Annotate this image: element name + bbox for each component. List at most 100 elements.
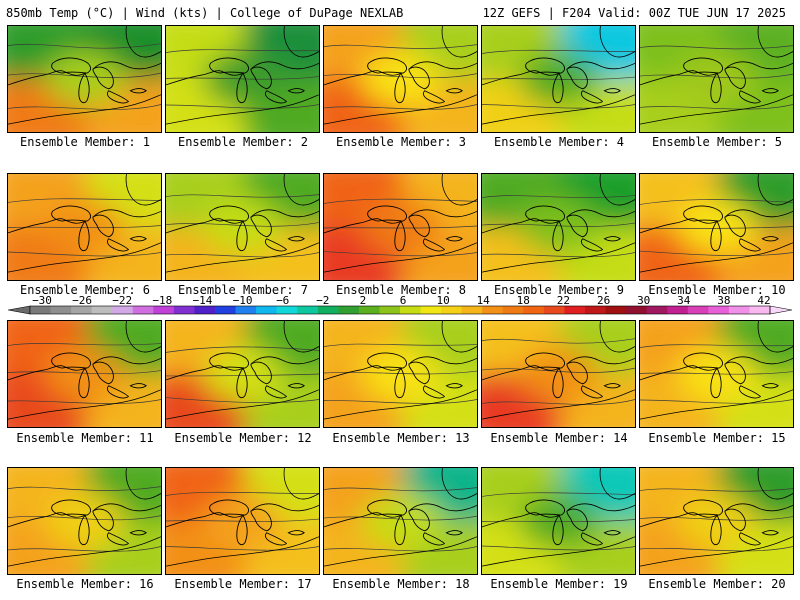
ensemble-member-label: Ensemble Member: 11 (16, 431, 154, 445)
colorbar-swatch (276, 306, 298, 314)
ensemble-member-label: Ensemble Member: 17 (174, 577, 312, 591)
border-lines (166, 321, 319, 420)
ensemble-member-map (323, 173, 478, 281)
colorbar-swatch (379, 306, 401, 314)
great-lakes-outline (683, 57, 779, 104)
ensemble-member-map (7, 467, 162, 575)
great-lakes-outline (209, 205, 305, 252)
colorbar-swatch (605, 306, 627, 314)
colorbar-swatch (626, 306, 648, 314)
ensemble-member-map (7, 173, 162, 281)
border-lines (8, 321, 161, 420)
ensemble-member-label: Ensemble Member: 18 (332, 577, 470, 591)
colorbar-swatch (728, 306, 750, 314)
colorbar-tick-label: 18 (517, 296, 530, 307)
border-lines (166, 26, 319, 125)
great-lakes-outline (525, 205, 621, 252)
colorbar-swatch (441, 306, 463, 314)
height-contours (640, 199, 793, 257)
ensemble-member-label: Ensemble Member: 8 (335, 283, 467, 297)
border-lines (324, 468, 477, 567)
colorbar-swatch (173, 306, 195, 314)
great-lakes-outline (683, 352, 779, 399)
ensemble-member-map (165, 173, 320, 281)
colorbar-swatch (153, 306, 175, 314)
colorbar-swatch (235, 306, 257, 314)
colorbar-tick-label: 30 (637, 296, 650, 307)
colorbar-swatch (256, 306, 278, 314)
ensemble-member-map (323, 467, 478, 575)
temperature-field (324, 174, 477, 280)
colorbar-tick-label: 14 (477, 296, 491, 307)
great-lakes-outline (525, 499, 621, 546)
colorbar-tick-label: −14 (192, 296, 212, 307)
border-lines (324, 174, 477, 273)
colorbar-swatch (646, 306, 668, 314)
colorbar-swatch (523, 306, 545, 314)
great-lakes-outline (683, 499, 779, 546)
border-lines (482, 26, 635, 125)
ensemble-member-label: Ensemble Member: 15 (648, 431, 786, 445)
border-lines (324, 321, 477, 420)
colorbar-swatch (667, 306, 689, 314)
colorbar-tick-label: −22 (112, 296, 132, 307)
height-contours (482, 49, 635, 109)
ensemble-member-label: Ensemble Member: 7 (177, 283, 309, 297)
colorbar-swatch (91, 306, 113, 314)
colorbar-swatch (687, 306, 709, 314)
height-contours (166, 346, 319, 403)
temperature-field (8, 468, 161, 574)
border-lines (8, 468, 161, 567)
temperature-field (640, 321, 793, 427)
temperature-field (324, 26, 477, 132)
border-lines (640, 174, 793, 273)
temperature-field (8, 26, 161, 132)
great-lakes-outline (367, 352, 463, 399)
ensemble-member-map (7, 25, 162, 133)
great-lakes-outline (51, 352, 147, 399)
colorbar-tick-label: −18 (152, 296, 172, 307)
ensemble-member-map (323, 25, 478, 133)
ensemble-member-label: Ensemble Member: 6 (19, 283, 151, 297)
colorbar-swatch (317, 306, 339, 314)
ensemble-member-label: Ensemble Member: 5 (651, 135, 783, 149)
temperature-field (482, 321, 635, 427)
temperature-colorbar: −30 −26 −22 −18 −14 −10 −6 −2 2 6 10 14 18 22 26 30 34 38… (7, 296, 793, 315)
ensemble-member-label: Ensemble Member: 3 (335, 135, 467, 149)
great-lakes-outline (525, 57, 621, 104)
border-lines (482, 321, 635, 420)
colorbar-swatch (420, 306, 442, 314)
colorbar-min-arrow (7, 305, 31, 315)
colorbar-tick-label: −2 (316, 296, 329, 307)
colorbar-swatch (564, 306, 586, 314)
great-lakes-outline (51, 499, 147, 546)
colorbar-tick-label: −26 (72, 296, 92, 307)
ensemble-member-map (639, 467, 794, 575)
ensemble-member-label: Ensemble Member: 19 (490, 577, 628, 591)
border-lines (8, 26, 161, 125)
colorbar-tick-label: −6 (276, 296, 289, 307)
great-lakes-outline (367, 57, 463, 104)
ensemble-member-label: Ensemble Member: 1 (19, 135, 151, 149)
colorbar-swatch (132, 306, 154, 314)
ensemble-member-map (323, 320, 478, 428)
temperature-field (166, 174, 319, 280)
temperature-field (166, 26, 319, 132)
temperature-field (8, 321, 161, 427)
great-lakes-outline (367, 205, 463, 252)
height-contours (640, 344, 793, 404)
ensemble-member-map (7, 320, 162, 428)
colorbar-swatch (50, 306, 72, 314)
colorbar-swatch (71, 306, 93, 314)
temperature-field (166, 468, 319, 574)
border-lines (8, 174, 161, 273)
colorbar-swatch (194, 306, 216, 314)
temperature-field (482, 174, 635, 280)
great-lakes-outline (367, 499, 463, 546)
great-lakes-outline (209, 352, 305, 399)
temperature-field (8, 174, 161, 280)
temperature-field (640, 174, 793, 280)
temperature-field (324, 468, 477, 574)
ensemble-member-map (639, 320, 794, 428)
ensemble-member-map (165, 320, 320, 428)
